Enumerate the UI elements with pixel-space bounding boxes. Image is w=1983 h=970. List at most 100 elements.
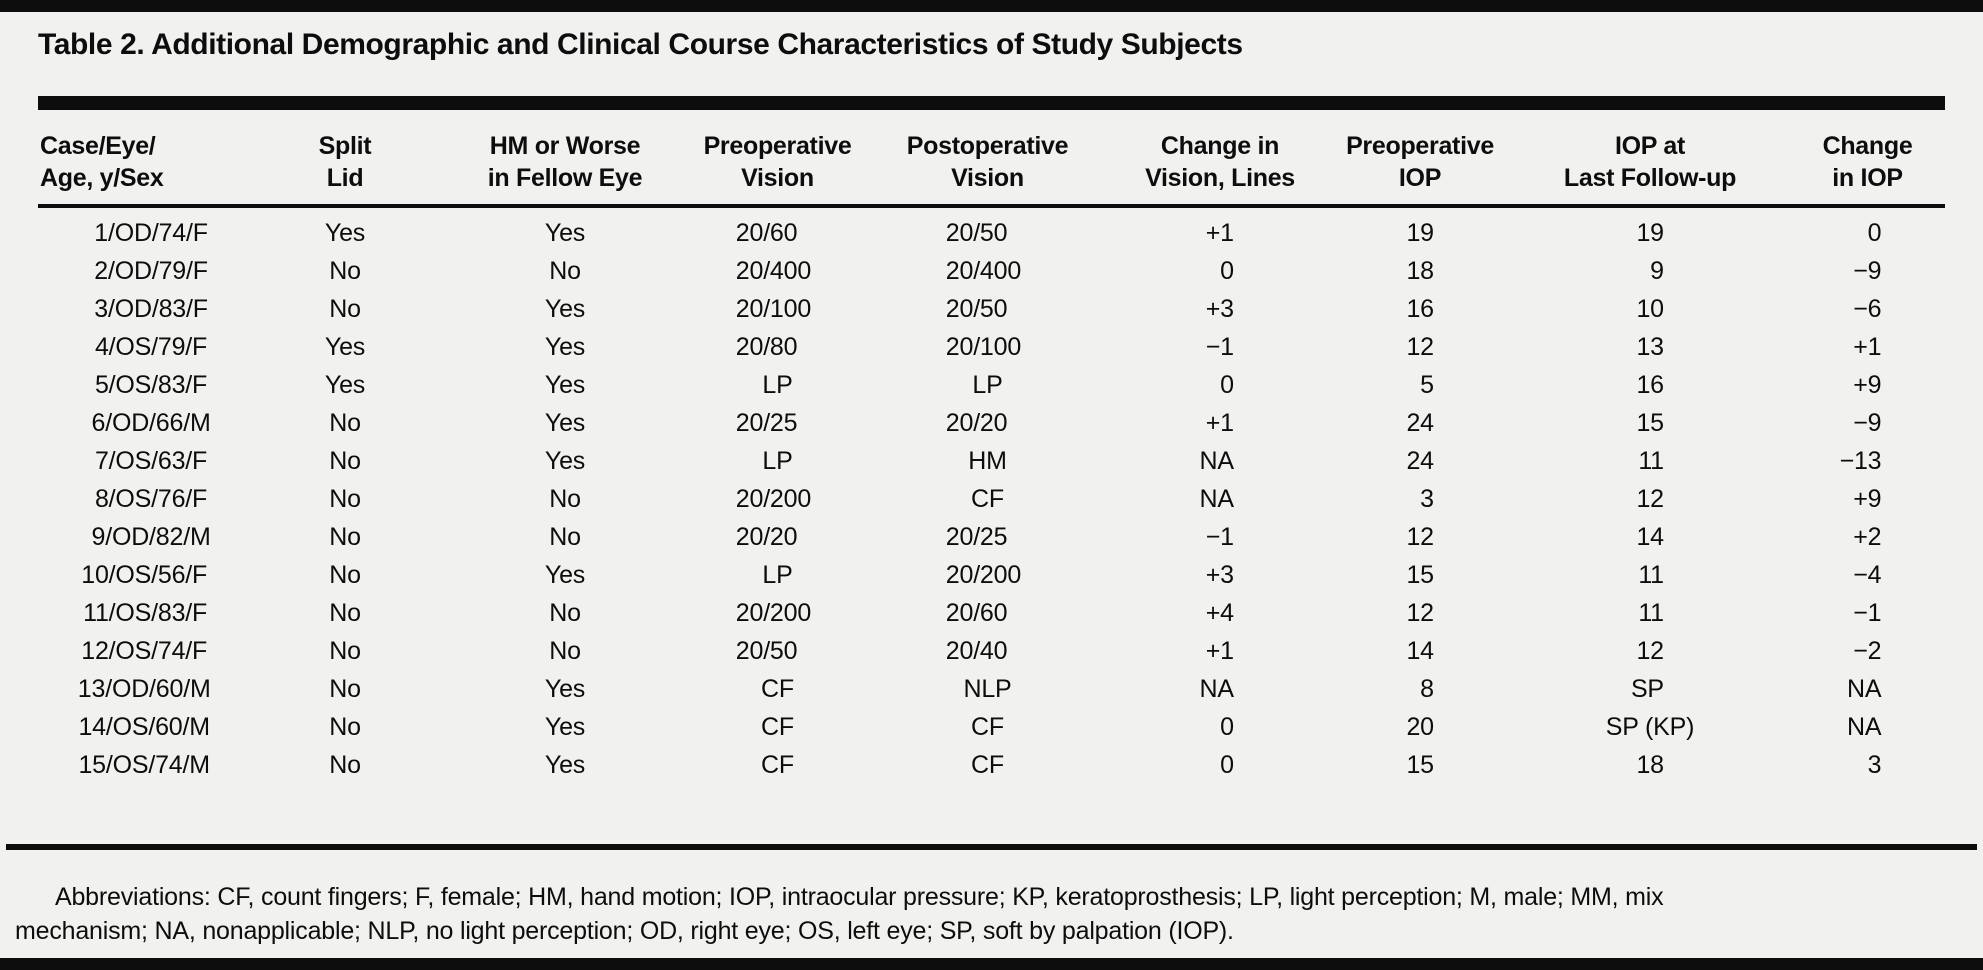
- numeric-value: −6: [1853, 295, 1882, 323]
- numeric-value: NA: [1199, 675, 1235, 703]
- numeric-value: NA: [1199, 447, 1235, 475]
- clinical-characteristics-table: Case/Eye/Age, y/Sex Split Lid HM or Worse in…: [38, 110, 1945, 784]
- table-cell: −1: [1110, 328, 1330, 366]
- table-cell: Yes: [324, 371, 366, 399]
- table-cell: No: [329, 637, 361, 665]
- table-cell: 20/100: [865, 328, 1110, 366]
- table-cell: 20/200: [690, 594, 865, 632]
- column-header-line: IOP at: [1615, 132, 1685, 160]
- table-row: 13/OD/60/M No Yes CF NLP NA 8 SP NA: [38, 670, 1945, 708]
- table-cell: CF: [971, 751, 1004, 779]
- table-cell: 20/20: [690, 518, 865, 556]
- case-number: 7: [94, 447, 109, 475]
- column-header: Preoperative Vision: [690, 110, 865, 208]
- vision-value: 20/80: [735, 333, 798, 361]
- table-cell: 20/25: [865, 518, 1110, 556]
- numeric-value: 16: [1406, 295, 1434, 323]
- table-cell: 7/OS/63/F: [38, 442, 250, 480]
- table-cell: +1: [1110, 632, 1330, 670]
- table-cell: NLP: [963, 675, 1012, 703]
- case-number: 5: [94, 371, 109, 399]
- table-cell: No: [549, 485, 581, 513]
- vision-value: 20/200: [735, 485, 812, 513]
- table-cell: HM: [968, 447, 1007, 475]
- numeric-value: SP: [1630, 675, 1664, 703]
- numeric-value: +3: [1205, 561, 1234, 589]
- table-cell: NA: [1110, 442, 1330, 480]
- table-cell: 19: [1330, 206, 1510, 252]
- numeric-value: 12: [1406, 599, 1434, 627]
- table-cell: No: [329, 561, 361, 589]
- vision-value: 20/100: [735, 295, 812, 323]
- table-cell: 18: [1510, 746, 1790, 784]
- table-cell: +2: [1790, 518, 1945, 556]
- numeric-value: 5: [1420, 371, 1434, 399]
- table-row: 9/OD/82/M No No 20/20 20/25 −1 12 14 +2: [38, 518, 1945, 556]
- table-cell: 15: [1330, 746, 1510, 784]
- numeric-value: +9: [1853, 485, 1882, 513]
- table-cell: 3: [1790, 746, 1945, 784]
- table-cell: +9: [1790, 480, 1945, 518]
- table-cell: Yes: [544, 675, 586, 703]
- table-row: 15/OS/74/M No Yes CF CF 0 15 18 3: [38, 746, 1945, 784]
- table-cell: CF: [761, 751, 794, 779]
- vision-value: 20/50: [945, 219, 1008, 247]
- table-cell: +3: [1110, 556, 1330, 594]
- numeric-value: 3: [1867, 751, 1882, 779]
- table-cell: −9: [1790, 404, 1945, 442]
- numeric-value: 15: [1406, 751, 1434, 779]
- numeric-value: NA: [1847, 713, 1882, 741]
- bottom-rule: [0, 958, 1983, 970]
- vision-value: 20/50: [735, 637, 798, 665]
- table-cell: Yes: [544, 561, 586, 589]
- numeric-value: +1: [1205, 637, 1234, 665]
- vision-value: 20/25: [735, 409, 798, 437]
- table-cell: No: [329, 295, 361, 323]
- table-cell: NA: [1110, 480, 1330, 518]
- numeric-value: 0: [1220, 257, 1234, 285]
- table-cell: 11/OS/83/F: [38, 594, 250, 632]
- table-cell: 12/OS/74/F: [38, 632, 250, 670]
- numeric-value: 11: [1638, 561, 1664, 589]
- case-number: 10: [81, 561, 109, 589]
- table-cell: 12: [1330, 518, 1510, 556]
- table-cell: 18: [1330, 252, 1510, 290]
- table-row: 8/OS/76/F No No 20/200 CF NA 3 12 +9: [38, 480, 1945, 518]
- column-header-line: Preoperative: [703, 132, 852, 160]
- table-cell: CF: [971, 713, 1004, 741]
- table-cell: No: [329, 447, 361, 475]
- case-number: 9: [91, 523, 106, 551]
- table-cell: 12: [1510, 632, 1790, 670]
- column-header: Change in IOP: [1790, 110, 1945, 208]
- table-cell: −2: [1790, 632, 1945, 670]
- numeric-value: 0: [1220, 751, 1234, 779]
- column-header: Case/Eye/Age, y/Sex: [38, 110, 250, 208]
- table-body: 1/OD/74/F Yes Yes 20/60 20/50 +1 19 19 0 2/OD/79/…: [38, 206, 1945, 784]
- numeric-value: +1: [1853, 333, 1882, 361]
- numeric-value: 9: [1650, 257, 1664, 285]
- table-cell: CF: [761, 675, 794, 703]
- table-cell: LP: [762, 371, 793, 399]
- table-cell: LP: [972, 371, 1003, 399]
- table-cell: 20/50: [865, 206, 1110, 252]
- table-cell: Yes: [324, 333, 366, 361]
- vision-value: 20/100: [945, 333, 1022, 361]
- numeric-value: 12: [1406, 523, 1434, 551]
- table-cell: 8: [1330, 670, 1510, 708]
- vision-value: 20/60: [945, 599, 1008, 627]
- table-cell: 0: [1790, 206, 1945, 252]
- table-cell: NA: [1790, 670, 1945, 708]
- table-cell: 13/OD/60/M: [38, 670, 250, 708]
- numeric-value: −1: [1205, 333, 1234, 361]
- table-cell: Yes: [544, 219, 586, 247]
- table-cell: 2/OD/79/F: [38, 252, 250, 290]
- numeric-value: 13: [1636, 333, 1664, 361]
- table-cell: −6: [1790, 290, 1945, 328]
- table-row: 1/OD/74/F Yes Yes 20/60 20/50 +1 19 19 0: [38, 206, 1945, 252]
- table-cell: No: [329, 675, 361, 703]
- vision-value: 20/400: [945, 257, 1022, 285]
- table-cell: 11: [1510, 594, 1790, 632]
- numeric-value: NA: [1847, 675, 1882, 703]
- table-cell: Yes: [544, 713, 586, 741]
